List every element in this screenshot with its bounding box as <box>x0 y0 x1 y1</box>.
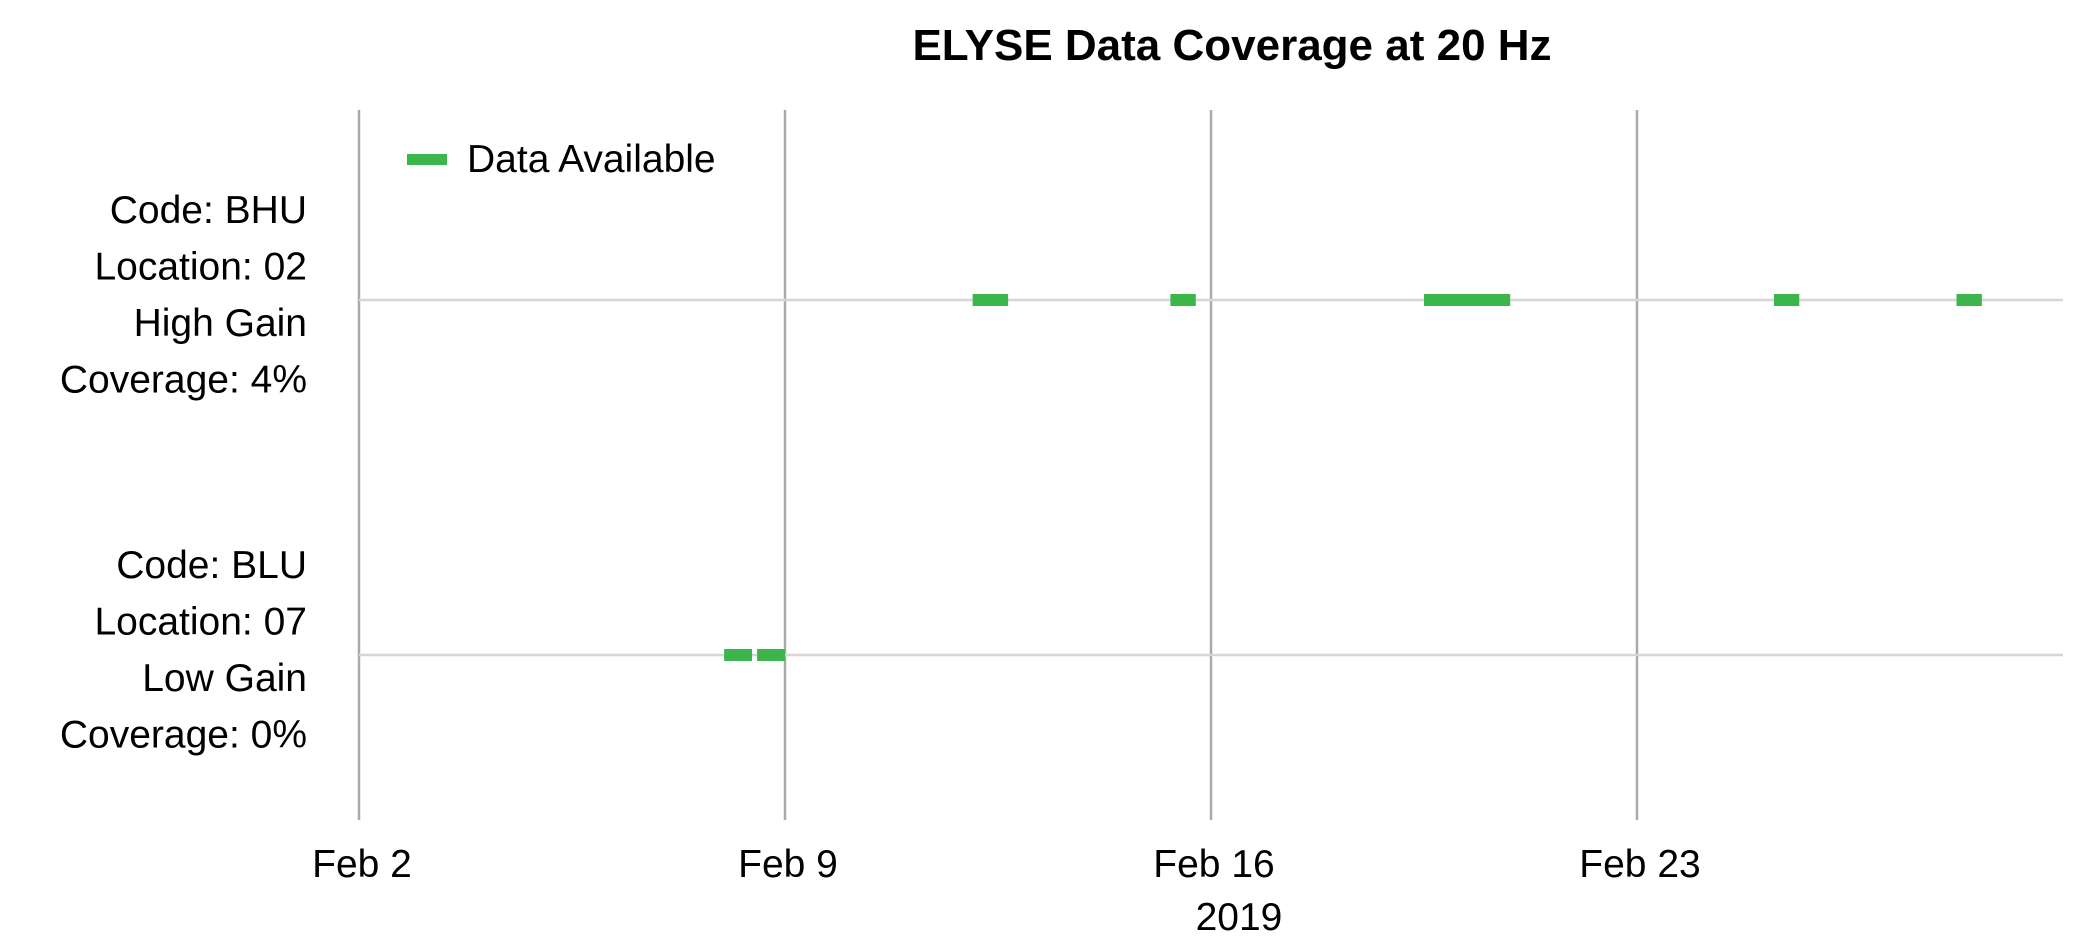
row-label-line: Code: BLU <box>116 544 307 587</box>
row-label-line: Low Gain <box>142 657 307 700</box>
coverage-bar <box>1170 294 1196 306</box>
chart-title: ELYSE Data Coverage at 20 Hz <box>912 21 1551 70</box>
row-label-line: Coverage: 0% <box>60 714 307 757</box>
coverage-bar <box>1773 294 1800 306</box>
coverage-bar <box>757 649 785 661</box>
row-label-line: Location: 07 <box>94 601 307 644</box>
coverage-bar <box>972 294 1009 306</box>
legend-label: Data Available <box>467 138 716 181</box>
row-label-line: Location: 02 <box>94 246 307 289</box>
x-tick-labels: Feb 2 Feb 9 Feb 16 Feb 23 <box>312 843 1701 886</box>
gridlines <box>357 110 1639 820</box>
x-tick-label: Feb 23 <box>1579 843 1700 886</box>
x-tick-label: Feb 2 <box>312 843 412 886</box>
row-label-line: Coverage: 4% <box>60 359 307 402</box>
legend-swatch <box>407 154 447 165</box>
coverage-bars <box>724 294 1982 661</box>
x-tick-label: Feb 9 <box>738 843 838 886</box>
x-tick-label: Feb 16 <box>1153 843 1274 886</box>
row-label-line: Code: BHU <box>110 189 307 232</box>
coverage-bar <box>1424 294 1511 306</box>
row-labels: Code: BHU Location: 02 High Gain Coverage: … <box>60 189 307 757</box>
row-label-line: High Gain <box>134 302 307 345</box>
coverage-bar <box>1956 294 1982 306</box>
legend: Data Available <box>407 138 716 181</box>
coverage-bar <box>724 649 753 661</box>
x-axis-label: 2019 <box>1196 896 1283 939</box>
